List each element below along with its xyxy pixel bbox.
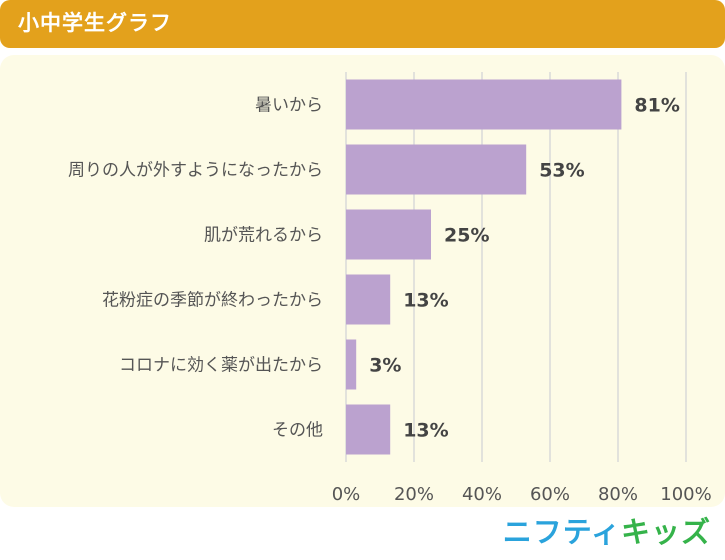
bar xyxy=(346,339,357,390)
bar xyxy=(346,209,431,260)
bar xyxy=(346,274,391,325)
category-label: 肌が荒れるから xyxy=(204,226,323,246)
category-label: 周りの人が外すようになったから xyxy=(68,161,323,181)
value-label: 13% xyxy=(403,420,448,442)
bar xyxy=(346,144,527,195)
page-title: 小中学生グラフ xyxy=(18,11,172,35)
x-tick-label: 80% xyxy=(598,484,638,505)
category-label: 暑いから xyxy=(255,96,323,116)
x-tick-label: 20% xyxy=(394,484,434,505)
bar-chart: 0% 20% 40% 60% 80% 100% 暑いから 81% 周りの人が外すようになったから… xyxy=(68,72,712,505)
x-tick-label: 60% xyxy=(530,484,570,505)
category-label: コロナに効く薬が出たから xyxy=(119,356,323,376)
logo-text-nifty: ニフティ xyxy=(502,515,621,549)
header-bar: 小中学生グラフ xyxy=(0,0,725,48)
x-tick-label: 40% xyxy=(462,484,502,505)
value-label: 25% xyxy=(444,225,489,247)
category-label: その他 xyxy=(272,421,323,441)
value-label: 53% xyxy=(539,160,584,182)
bar xyxy=(346,404,391,455)
x-tick-label: 100% xyxy=(660,484,711,505)
site-logo: ニフティキッズ xyxy=(503,512,711,552)
logo-text-kids: キッズ xyxy=(620,515,711,549)
bar xyxy=(346,79,622,130)
category-label: 花粉症の季節が終わったから xyxy=(102,291,323,311)
x-tick-label: 0% xyxy=(332,484,361,505)
value-label: 3% xyxy=(369,355,401,377)
value-label: 81% xyxy=(634,95,679,117)
value-label: 13% xyxy=(403,290,448,312)
